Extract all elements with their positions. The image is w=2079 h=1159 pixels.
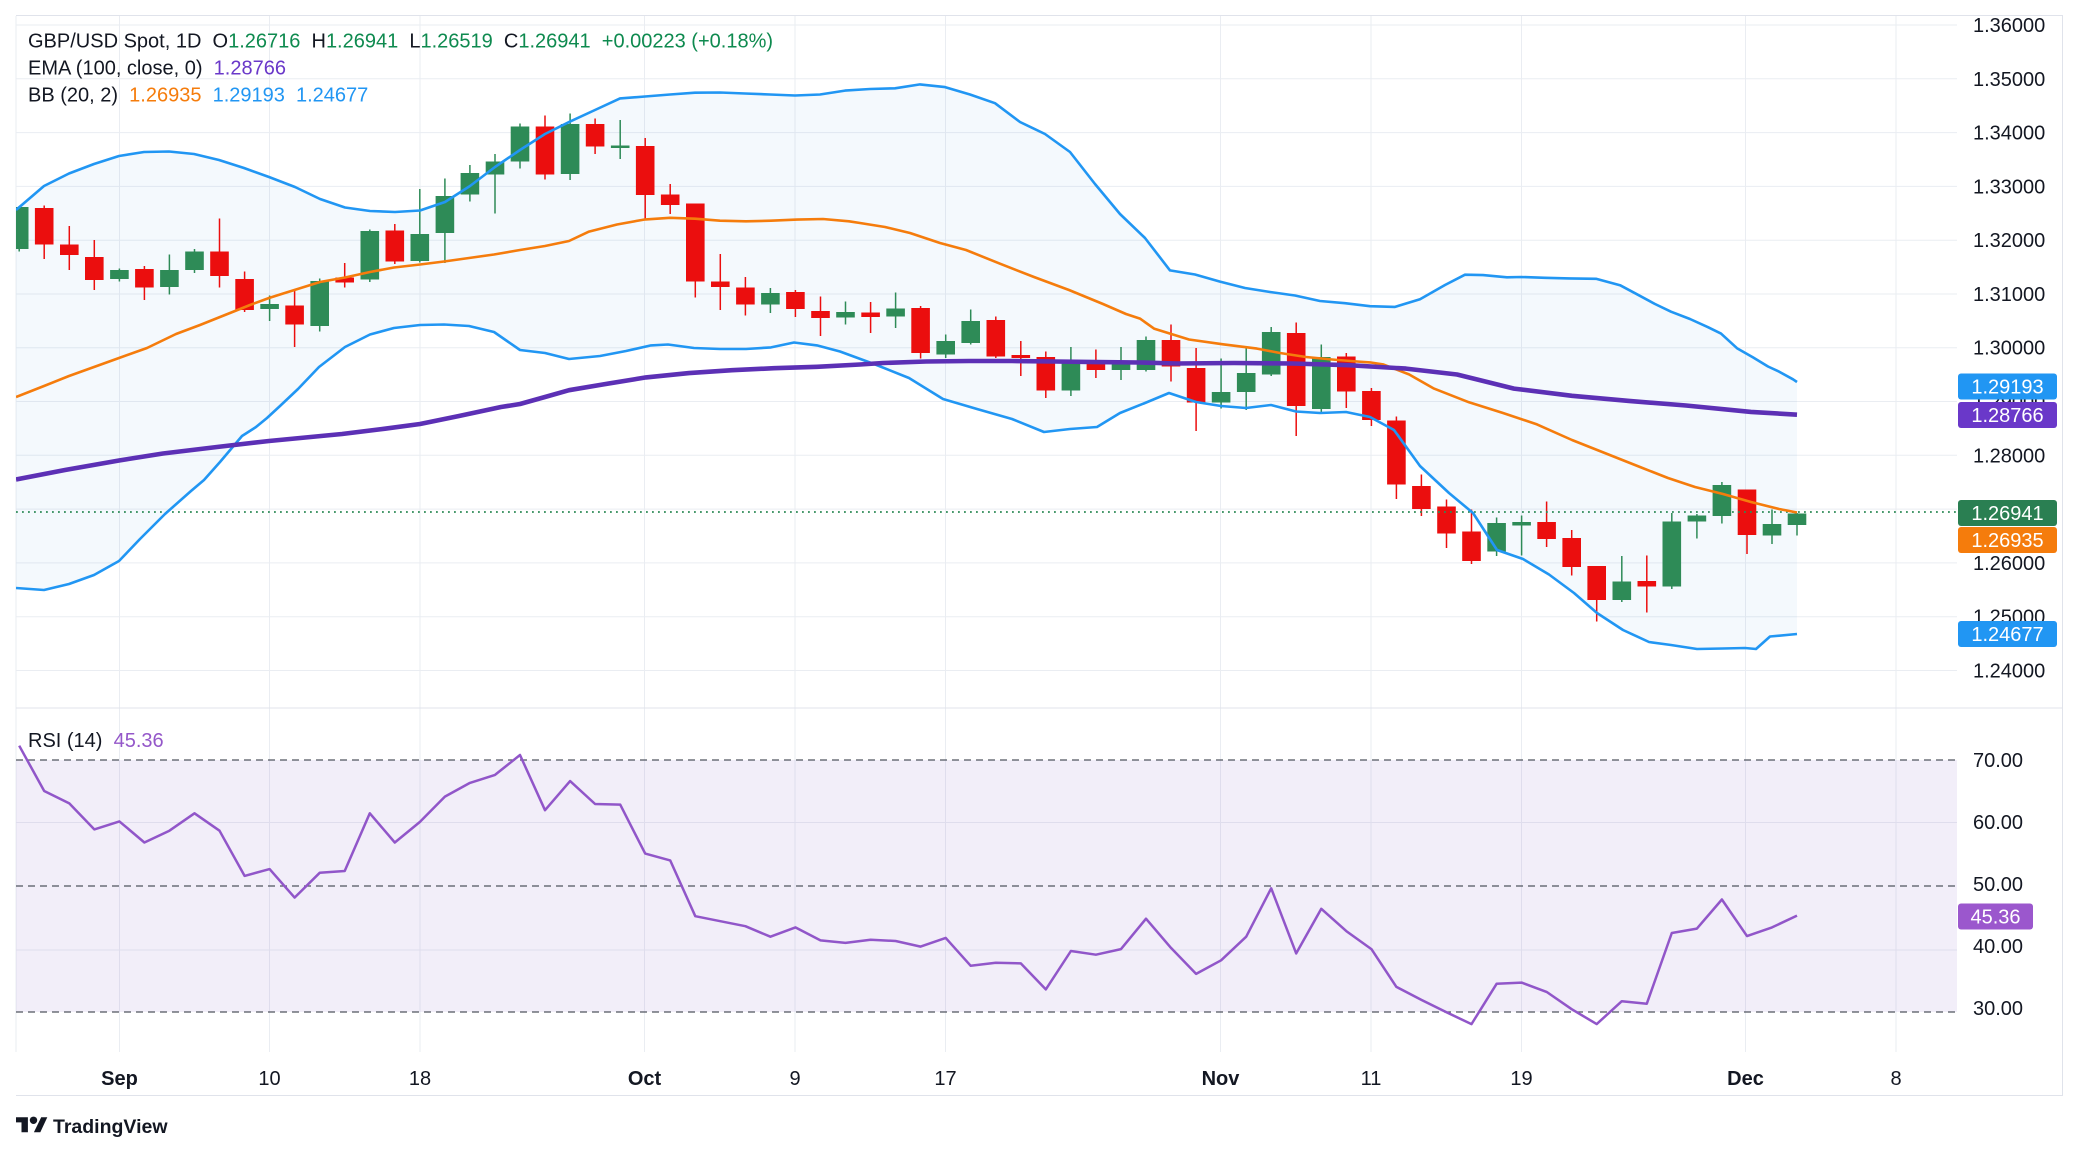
svg-text:70.00: 70.00 (1973, 750, 2023, 772)
svg-text:9: 9 (789, 1068, 800, 1090)
svg-text:1.31000: 1.31000 (1973, 284, 2045, 306)
svg-text:1.24000: 1.24000 (1973, 661, 2045, 683)
svg-text:19: 19 (1510, 1068, 1532, 1090)
svg-text:30.00: 30.00 (1973, 998, 2023, 1020)
svg-text:17: 17 (934, 1068, 956, 1090)
svg-text:1.28000: 1.28000 (1973, 445, 2045, 467)
svg-text:Oct: Oct (628, 1068, 662, 1090)
svg-text:Nov: Nov (1202, 1068, 1241, 1090)
svg-text:1.32000: 1.32000 (1973, 230, 2045, 252)
svg-text:RSI (14) 45.36: RSI (14) 45.36 (28, 730, 164, 752)
svg-text:EMA (100, close, 0) 1.28766: EMA (100, close, 0) 1.28766 (28, 58, 286, 80)
svg-text:TradingView: TradingView (53, 1116, 168, 1138)
svg-text:60.00: 60.00 (1973, 812, 2023, 834)
svg-text:1.35000: 1.35000 (1973, 69, 2045, 91)
svg-text:50.00: 50.00 (1973, 874, 2023, 896)
svg-text:18: 18 (409, 1068, 431, 1090)
svg-text:1.30000: 1.30000 (1973, 338, 2045, 360)
svg-text:1.24677: 1.24677 (1971, 624, 2043, 646)
svg-text:45.36: 45.36 (1970, 907, 2020, 929)
svg-text:40.00: 40.00 (1973, 936, 2023, 958)
svg-text:Dec: Dec (1727, 1068, 1764, 1090)
svg-text:1.29193: 1.29193 (1971, 377, 2043, 399)
svg-text:11: 11 (1361, 1068, 1382, 1090)
svg-text:1.33000: 1.33000 (1973, 176, 2045, 198)
svg-text:8: 8 (1890, 1068, 1901, 1090)
svg-text:1.36000: 1.36000 (1973, 15, 2045, 37)
svg-text:1.26000: 1.26000 (1973, 553, 2045, 575)
svg-text:1.28766: 1.28766 (1971, 405, 2043, 427)
svg-text:1.26941: 1.26941 (1971, 503, 2043, 525)
svg-text:Sep: Sep (101, 1068, 138, 1090)
svg-text:GBP/USD Spot, 1D O1.26716 H1: GBP/USD Spot, 1D O1.26716 H1.26941 L1.26… (28, 31, 773, 53)
svg-text:1.26935: 1.26935 (1971, 530, 2043, 552)
svg-text:10: 10 (258, 1068, 280, 1090)
svg-text:BB (20, 2) 1.26935 1.29193: BB (20, 2) 1.26935 1.29193 1.24677 (28, 85, 368, 107)
svg-text:1.34000: 1.34000 (1973, 123, 2045, 145)
